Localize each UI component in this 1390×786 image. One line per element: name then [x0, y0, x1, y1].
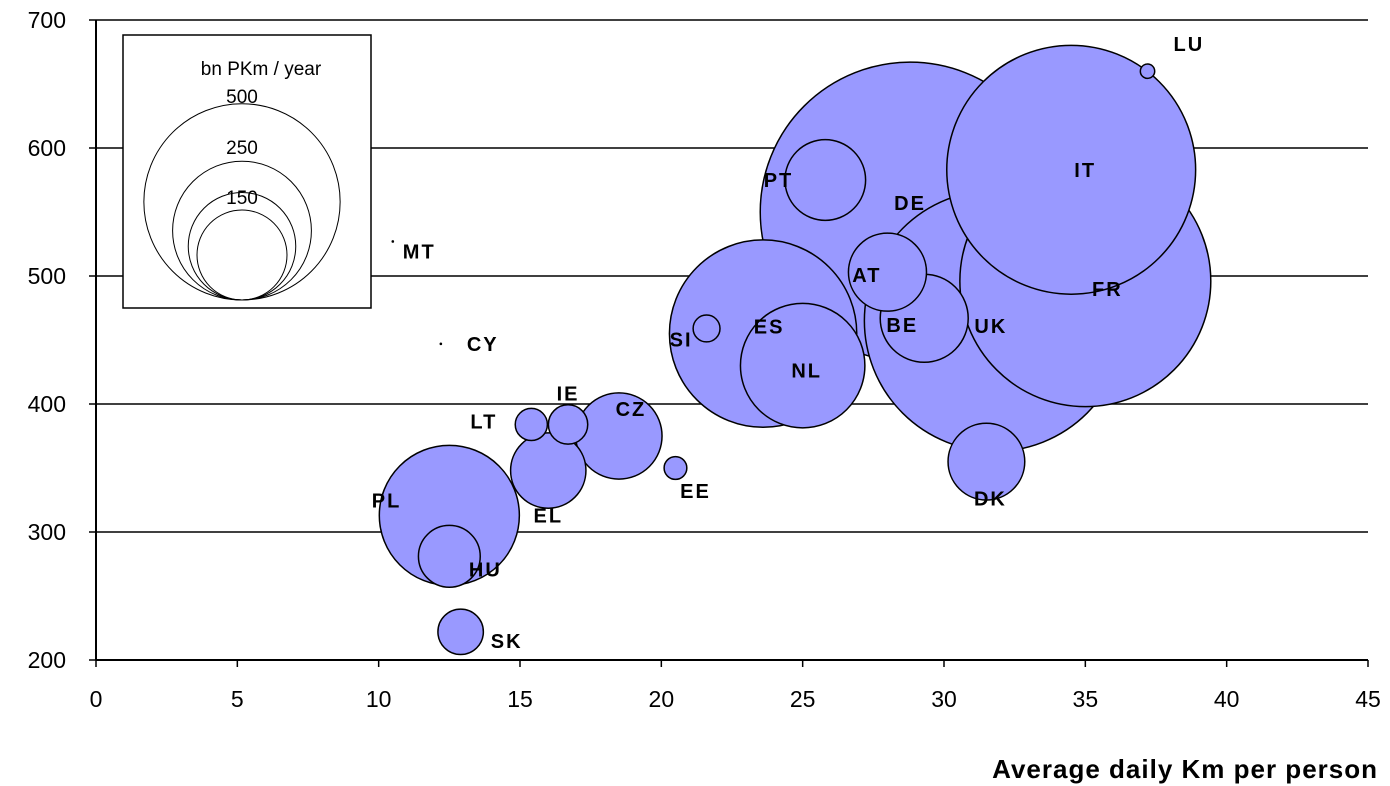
y-tick-label: 600 — [28, 135, 66, 161]
bubble-label-pl: PL — [372, 490, 402, 512]
x-tick-label: 15 — [507, 686, 533, 712]
bubble-label-de: DE — [894, 193, 926, 215]
bubble-lu — [1139, 63, 1156, 80]
bubble-label-cy: CY — [467, 334, 499, 356]
bubble-at — [847, 232, 928, 312]
bubble-si — [692, 314, 721, 343]
bubble-dk — [947, 422, 1026, 501]
bubble-label-sk: SK — [491, 631, 523, 653]
y-tick-label: 300 — [28, 519, 66, 545]
y-tick-label: 400 — [28, 391, 66, 417]
bubble-label-dk: DK — [974, 489, 1007, 511]
bubbles — [378, 44, 1212, 656]
bubble-label-ee: EE — [680, 481, 711, 503]
y-tick-label: 500 — [28, 263, 66, 289]
bubble-label-nl: NL — [791, 361, 822, 383]
bubble-el — [509, 432, 587, 509]
x-tick-label: 10 — [366, 686, 392, 712]
x-tick-label: 35 — [1073, 686, 1099, 712]
axes: 200 300 400 500 600 700 0 5 10 15 20 25 30 35 40 45 — [28, 7, 1381, 712]
bubble-label-uk: UK — [974, 316, 1007, 338]
bubble-pt — [784, 138, 867, 222]
bubble-it — [946, 44, 1197, 295]
legend-circle-inner — [196, 209, 288, 301]
bubble-ie — [547, 404, 589, 445]
x-tick-label: 5 — [231, 686, 244, 712]
x-tick-label: 0 — [90, 686, 103, 712]
bubble-hu — [417, 524, 481, 588]
bubble-label-fr: FR — [1092, 279, 1123, 301]
legend-size-label: 150 — [226, 188, 258, 209]
y-tick-label: 700 — [28, 7, 66, 33]
bubble-sk — [437, 608, 485, 656]
bubble-ee — [663, 455, 688, 481]
bubble-label-be: BE — [886, 315, 918, 337]
bubble-label-ie: IE — [557, 383, 580, 405]
bubble-labels: LU MT CY PT DE IT FR AT BE UK SI ES NL IE LT CZ EL EE DK PL… — [372, 34, 1205, 653]
bubble-label-cz: CZ — [616, 399, 647, 421]
bubble-label-es: ES — [754, 317, 785, 339]
size-legend: bn PKm / year 500 250 150 — [122, 34, 372, 309]
bubble-label-mt: MT — [403, 241, 436, 263]
bubble-label-hu: HU — [469, 559, 502, 581]
bubble-label-si: SI — [670, 329, 693, 351]
x-axis-title: Average daily Km per person — [992, 754, 1378, 784]
x-tick-label: 40 — [1214, 686, 1240, 712]
bubble-label-it: IT — [1074, 160, 1096, 182]
x-tick-label: 20 — [649, 686, 675, 712]
bubble-label-lu: LU — [1174, 34, 1205, 56]
x-tick-label: 45 — [1355, 686, 1381, 712]
bubble-label-at: AT — [852, 265, 881, 287]
bubble-mt — [391, 240, 395, 243]
legend-size-label: 250 — [226, 138, 258, 159]
bubble-cy — [439, 342, 443, 346]
bubble-lt — [514, 407, 549, 442]
legend-size-label: 500 — [226, 87, 258, 108]
y-tick-label: 200 — [28, 647, 66, 673]
bubble-nl — [739, 302, 866, 429]
bubble-label-lt: LT — [470, 411, 497, 433]
bubble-label-el: EL — [533, 506, 563, 528]
bubble-label-pt: PT — [764, 170, 794, 192]
legend-title: bn PKm / year — [201, 59, 322, 80]
x-tick-label: 25 — [790, 686, 816, 712]
legend-circles: 500 250 150 — [143, 87, 341, 301]
x-tick-label: 30 — [931, 686, 957, 712]
